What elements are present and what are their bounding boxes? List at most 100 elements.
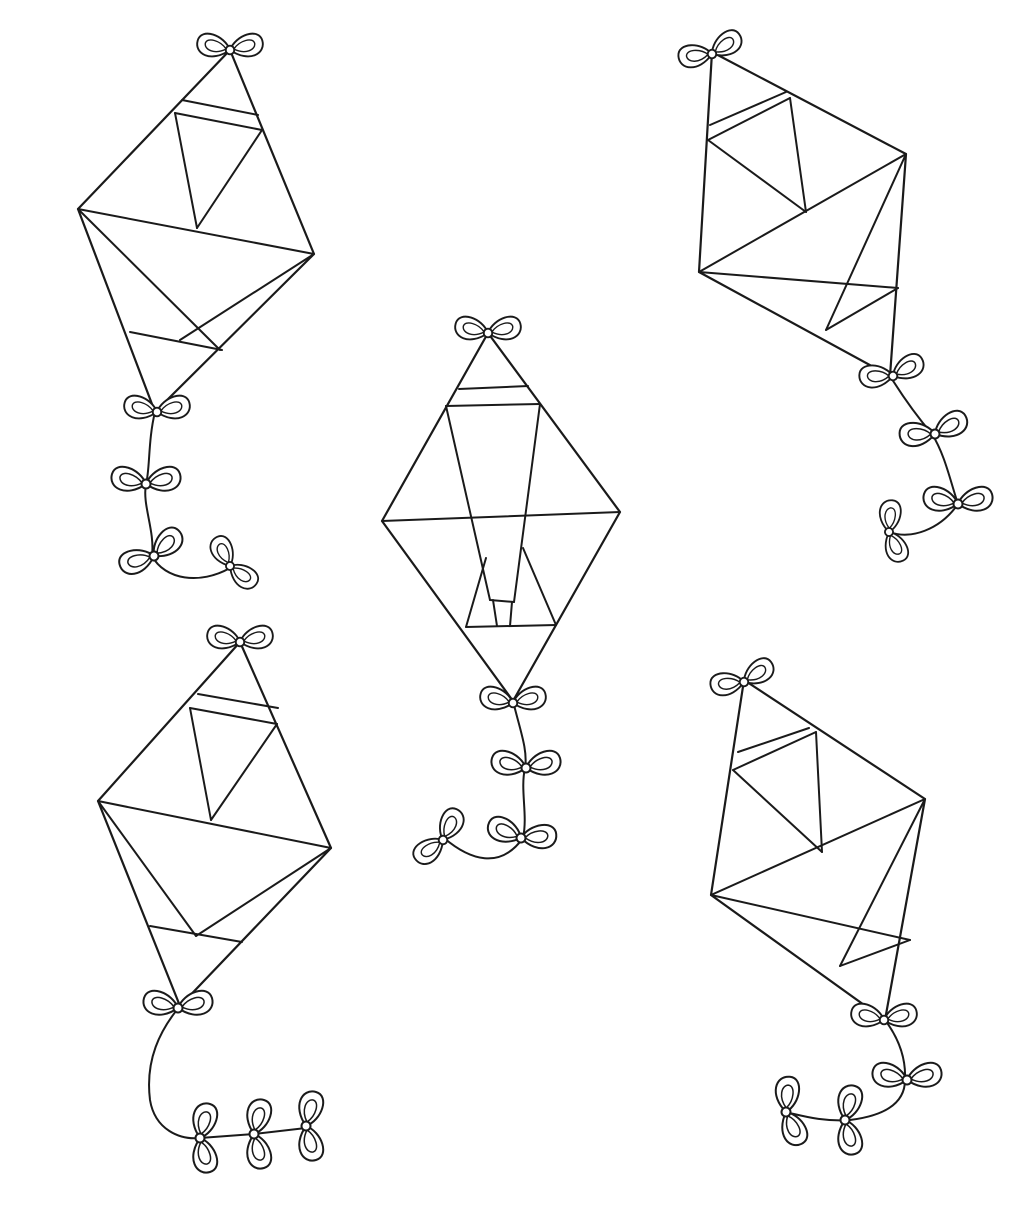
bow-right-loop	[144, 465, 182, 492]
kite-panel-line	[195, 847, 332, 937]
bow-left-inner	[884, 507, 896, 529]
bow-left-loop	[298, 1090, 325, 1128]
bow-right-inner	[887, 1009, 910, 1023]
kite-tail	[443, 700, 527, 860]
bow-right-loop	[933, 409, 969, 438]
bow-right-loop	[711, 29, 743, 57]
bow-left-inner	[487, 692, 510, 706]
kite-panel-line	[513, 403, 541, 603]
bow-icon	[118, 526, 184, 575]
bow-left-loop	[196, 32, 232, 58]
kite-frame	[709, 678, 927, 1022]
bow-knot	[151, 406, 163, 418]
kite-panel-line	[732, 769, 823, 853]
kite-cross-spar	[97, 800, 332, 849]
bow-right-inner	[160, 401, 183, 415]
bow-right-loop	[228, 32, 264, 58]
bow-icon	[922, 485, 994, 512]
bow-icon	[192, 1102, 219, 1174]
kite-panel-line	[698, 271, 899, 289]
bow-right-inner	[888, 534, 903, 555]
bow-left-inner	[780, 1084, 794, 1109]
bow-right-inner	[303, 1129, 318, 1153]
bow-left-inner	[251, 1107, 266, 1131]
bow-knot	[515, 832, 527, 844]
kite-panel-line	[509, 601, 513, 627]
bow-left-inner	[420, 841, 441, 858]
bow-right-inner	[714, 36, 735, 53]
kite-stripe	[732, 731, 817, 771]
bow-icon	[774, 1075, 809, 1147]
bow-left-loop	[898, 421, 937, 448]
bow-knot	[952, 498, 964, 510]
bow-right-loop	[781, 1110, 809, 1147]
bow-icon	[209, 535, 260, 590]
kite-panel-line	[492, 599, 498, 627]
bow-left-inner	[842, 1093, 857, 1117]
bow-right-inner	[233, 39, 256, 53]
bow-knot	[884, 527, 894, 537]
bow-icon	[677, 29, 743, 69]
bow-right-inner	[842, 1123, 857, 1147]
bow-knot	[901, 1074, 913, 1086]
bow-right-loop	[238, 624, 274, 650]
kite-panel-line	[825, 153, 907, 331]
kite-center	[380, 315, 622, 865]
bow-icon	[298, 1090, 325, 1162]
bow-right-inner	[156, 534, 175, 554]
bow-left-loop	[774, 1075, 800, 1114]
kite-panel-line	[179, 253, 315, 341]
bow-knot	[520, 762, 532, 774]
kite-stripe	[197, 693, 279, 709]
bow-left-inner	[462, 322, 485, 336]
kite-panel-line	[77, 208, 221, 351]
bow-left-inner	[931, 492, 955, 507]
bow-icon	[412, 807, 465, 865]
bow-knot	[172, 1002, 184, 1014]
kite-panel-line	[465, 557, 487, 628]
bow-left-loop	[858, 364, 895, 389]
bow-left-inner	[197, 1111, 212, 1135]
bow-left-inner	[131, 401, 154, 415]
bow-left-inner	[216, 543, 230, 564]
bow-left-inner	[717, 677, 741, 690]
bow-left-inner	[866, 370, 890, 383]
bow-knot	[887, 370, 899, 382]
bow-knot	[839, 1114, 851, 1126]
kite-stripe	[174, 112, 263, 131]
bow-right-inner	[785, 1115, 801, 1138]
bow-left-inner	[858, 1009, 881, 1023]
kite-cross-spar	[381, 511, 621, 522]
bow-knot	[706, 48, 718, 60]
bow-icon	[142, 989, 214, 1016]
bow-left-loop	[878, 499, 902, 534]
bow-left-loop	[412, 837, 445, 865]
bow-right-inner	[895, 360, 917, 376]
bow-left-inner	[685, 49, 709, 62]
bow-right-inner	[149, 472, 173, 487]
bow-icon	[709, 657, 775, 697]
bow-left-loop	[837, 1084, 864, 1122]
bow-right-loop	[519, 824, 558, 850]
bow-left-loop	[871, 1061, 909, 1088]
bow-icon	[479, 685, 547, 711]
bow-right-loop	[882, 1002, 918, 1028]
bow-right-loop	[486, 315, 522, 341]
bow-right-loop	[298, 1124, 325, 1162]
bow-knot	[878, 1014, 890, 1026]
kite-panel-line	[815, 731, 823, 853]
kite-bottom-right	[709, 657, 943, 1156]
bow-knot	[225, 561, 235, 571]
bow-right-inner	[516, 692, 539, 706]
kite-panel-line	[210, 723, 278, 821]
bow-left-inner	[204, 39, 227, 53]
bow-right-loop	[524, 749, 562, 776]
bow-left-inner	[499, 756, 523, 771]
bow-right-loop	[743, 657, 775, 685]
bow-knot	[929, 428, 941, 440]
bow-right-inner	[251, 1137, 266, 1161]
kite-stripe	[149, 925, 243, 943]
bow-right-inner	[937, 417, 960, 434]
bow-knot	[482, 327, 494, 339]
